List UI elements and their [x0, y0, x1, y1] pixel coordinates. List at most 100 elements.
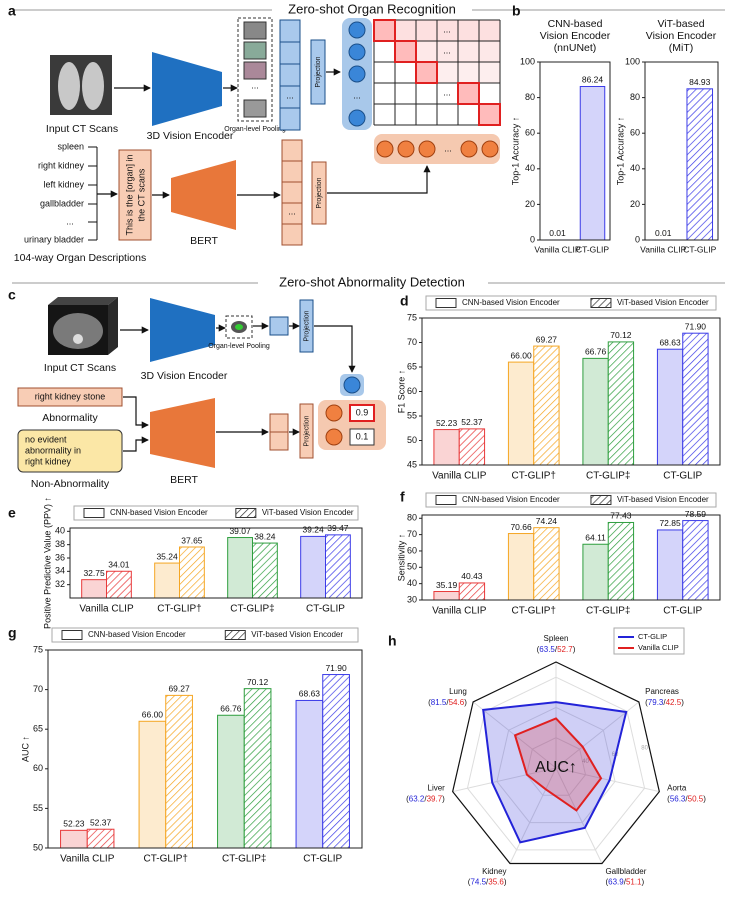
text-feature-column [281, 139, 303, 246]
y-tick-label: 34 [55, 566, 65, 576]
vision-encoder [150, 298, 215, 362]
x-tick-label: Vanilla CLIP [60, 854, 115, 865]
text-encoder [171, 160, 236, 230]
projection-box [299, 299, 314, 353]
value-label: 52.7 [557, 645, 573, 654]
bar [582, 357, 609, 466]
axis-label: Lung [449, 687, 467, 696]
value-label: 37.65 [181, 535, 203, 545]
match-cell [415, 61, 438, 84]
cell-shade [437, 62, 500, 83]
embedding [325, 428, 343, 446]
pooling-label: Organ-level Pooling [208, 343, 270, 350]
legend-box [425, 295, 717, 311]
ellipsis: ... [353, 90, 361, 100]
organ-crop [243, 41, 267, 60]
y-tick-label: 60 [407, 386, 417, 396]
value-label: 0.01 [655, 228, 672, 238]
feature [269, 431, 289, 451]
value-label: / [424, 794, 427, 803]
bar [322, 674, 350, 849]
x-tick-label: CT-GLIP‡ [586, 606, 630, 617]
abdomen [53, 313, 103, 349]
value-label: 78.59 [685, 509, 707, 519]
normal-text: abnormality in [25, 445, 81, 455]
input-label: Input CT Scans [46, 123, 118, 135]
value-label: 66.00 [510, 350, 532, 360]
chart-title: ViT-based [657, 18, 704, 30]
x-tick-label: CT-GLIP [663, 471, 702, 482]
lung [82, 62, 104, 110]
y-tick-label: 100 [520, 56, 535, 66]
organ: right kidney [38, 160, 85, 170]
value-label: 35.6 [488, 878, 504, 887]
brace [88, 146, 98, 241]
plot-frame [69, 527, 363, 599]
y-tick-label: 55 [407, 410, 417, 420]
y-tick-label: 40 [55, 526, 65, 536]
spine [73, 334, 83, 344]
value-label: 38.24 [254, 531, 276, 541]
organ: gallbladder [40, 198, 84, 208]
value-label: 39.07 [229, 526, 251, 536]
y-tick-label: 70 [407, 337, 417, 347]
organ: ... [66, 216, 74, 226]
chart-title: (MiT) [669, 42, 694, 54]
value-label: ) [681, 698, 684, 707]
section-title: Zero-shot Organ Recognition [288, 1, 456, 16]
legend-label: Vanilla CLIP [638, 643, 679, 652]
y-axis-label: Sensitivity ↑ [396, 534, 406, 582]
bar [458, 428, 486, 466]
projection-box [299, 403, 314, 459]
plot-frame [644, 61, 719, 241]
legend-label: ViT-based Vision Encoder [251, 630, 343, 639]
y-tick-label: 50 [33, 842, 43, 852]
y-tick-label: 40 [407, 578, 417, 588]
panel-label: c [8, 287, 16, 303]
feature [279, 107, 301, 131]
value-label: 42.5 [666, 698, 682, 707]
bar [607, 521, 635, 601]
value-labels: (56.3/50.5) [667, 794, 706, 803]
score: 0.1 [356, 431, 369, 441]
prompt-box [118, 149, 152, 241]
organ-crop [243, 21, 267, 40]
embedding [325, 404, 343, 422]
y-tick-label: 0 [530, 234, 535, 244]
y-axis-label: F1 Score ↑ [396, 370, 406, 414]
arrow [123, 396, 149, 429]
y-tick-label: 65 [407, 361, 417, 371]
value-label: 34.01 [108, 560, 130, 570]
bar [227, 537, 253, 599]
spoke [555, 767, 660, 793]
value-label: / [624, 878, 627, 887]
value-label: ( [667, 794, 670, 803]
normal-text: right kidney [25, 456, 72, 466]
pooling-label: Organ-level Pooling [224, 126, 286, 133]
legend-label: ViT-based Vision Encoder [617, 298, 709, 307]
y-tick-label: 65 [33, 724, 43, 734]
value-label: ) [703, 794, 706, 803]
bar [458, 582, 486, 601]
ct-volume-side [108, 297, 118, 355]
value-label: 66.76 [585, 347, 607, 357]
bar [217, 714, 245, 849]
pooling-box [225, 315, 253, 339]
score-box [349, 428, 375, 446]
value-label: 77.43 [610, 511, 632, 521]
legend-swatch [224, 630, 246, 640]
value-label: 66.00 [142, 710, 164, 720]
plot-frame [421, 514, 721, 601]
axis-label: Gallbladder [605, 867, 646, 876]
value-label: 40.43 [461, 571, 483, 581]
embedding [348, 109, 366, 127]
y-tick-label: 60 [525, 128, 535, 138]
diagram-a: Input CT Scans 3D Vision Encoder ... Org… [14, 17, 501, 264]
y-tick-label: 32 [55, 579, 65, 589]
y-tick-label: 80 [407, 513, 417, 523]
value-label: ) [442, 794, 445, 803]
value-labels: (81.5/54.6) [428, 698, 467, 707]
legend-label: CNN-based Vision Encoder [462, 495, 560, 504]
value-label: 69.27 [536, 334, 558, 344]
